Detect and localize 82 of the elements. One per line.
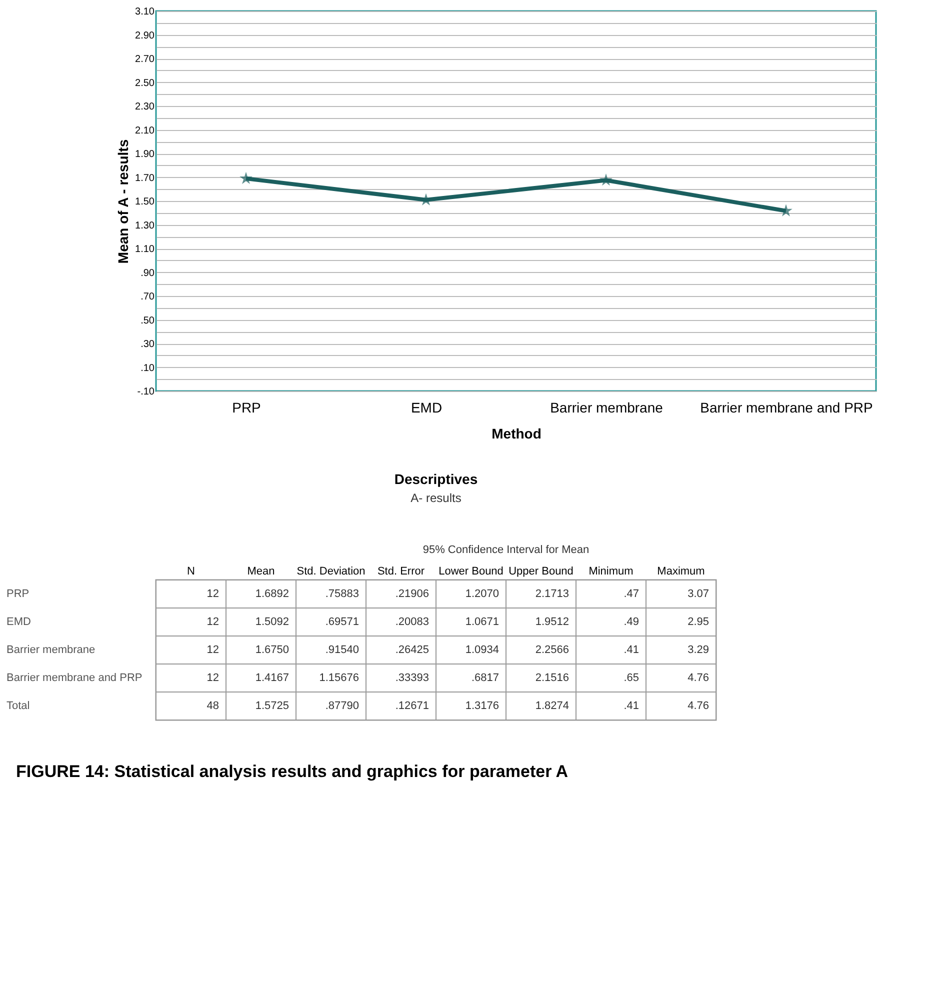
data-label: 48 bbox=[206, 700, 219, 712]
x-tick-label: EMD bbox=[410, 400, 442, 416]
y-tick-label: .70 bbox=[140, 292, 155, 302]
data-label: .47 bbox=[624, 588, 639, 600]
data-label: 1.0671 bbox=[465, 616, 499, 628]
data-label: 1.2070 bbox=[465, 588, 499, 600]
x-tick-label: Barrier membrane and PRP bbox=[700, 400, 873, 416]
data-label: 1.0934 bbox=[465, 644, 499, 656]
x-tick-label: N bbox=[187, 566, 196, 578]
y-tick-label: Barrier membrane and PRP bbox=[6, 672, 142, 684]
data-label: .20083 bbox=[395, 616, 429, 628]
data-label: .12671 bbox=[395, 700, 429, 712]
y-tick-label: 2.50 bbox=[135, 78, 155, 89]
y-tick-label: 2.70 bbox=[135, 54, 155, 65]
y-axis-title: Mean of A - results bbox=[115, 139, 132, 264]
x-tick-label: Upper Bound bbox=[508, 566, 574, 578]
y-tick-label: -.10 bbox=[137, 386, 155, 398]
data-label: 2.95 bbox=[688, 616, 709, 628]
y-tick-label: .50 bbox=[140, 315, 155, 326]
data-label: 1.5092 bbox=[255, 616, 289, 628]
data-label: 12 bbox=[206, 588, 219, 600]
y-tick-label: .90 bbox=[140, 268, 155, 279]
data-label: 1.4167 bbox=[255, 672, 289, 684]
data-label: 1.15676 bbox=[319, 672, 359, 684]
data-label: .69571 bbox=[325, 616, 359, 628]
y-tick-label: .10 bbox=[140, 362, 155, 374]
data-label: 4.76 bbox=[688, 700, 709, 712]
data-label: .75883 bbox=[325, 588, 359, 600]
data-label: .33393 bbox=[395, 672, 429, 684]
data-label: 3.07 bbox=[688, 588, 709, 600]
data-label: 1.6750 bbox=[255, 644, 289, 656]
data-label: 12 bbox=[206, 644, 219, 656]
caption: FIGURE 14: Statistical analysis results and graphics for parameter A bbox=[16, 762, 568, 781]
data-label: 4.76 bbox=[688, 672, 709, 684]
x-tick-label: Minimum bbox=[588, 566, 634, 578]
point bbox=[240, 172, 252, 184]
y-tick-label: 3.10 bbox=[135, 6, 155, 18]
data-label: 2.1516 bbox=[535, 672, 569, 684]
data-label: 1.3176 bbox=[465, 700, 499, 712]
data-label: 1.9512 bbox=[535, 616, 569, 628]
y-tick-label: 2.30 bbox=[135, 102, 155, 112]
x-tick-label: Barrier membrane bbox=[550, 400, 664, 416]
data-label: .41 bbox=[624, 644, 639, 656]
x-tick-label: Std. Error bbox=[377, 566, 425, 578]
y-tick-label: 1.50 bbox=[135, 196, 155, 208]
y-tick-label: 1.70 bbox=[135, 172, 155, 184]
y-tick-label: Barrier membrane bbox=[6, 644, 96, 656]
y-tick-label: 2.10 bbox=[135, 125, 155, 136]
chart-subtitle: A- results bbox=[410, 491, 462, 505]
chart-title: Descriptives bbox=[394, 471, 478, 487]
point bbox=[600, 174, 612, 186]
data-label: 1.5725 bbox=[255, 700, 289, 712]
y-tick-label: .30 bbox=[140, 339, 155, 350]
data-label: .91540 bbox=[325, 644, 359, 656]
data-label: 2.2566 bbox=[535, 644, 569, 656]
data-label: .87790 bbox=[325, 700, 359, 712]
data-label: .65 bbox=[624, 672, 639, 684]
x-tick-label: Mean bbox=[247, 566, 275, 578]
x-axis-title: Method bbox=[492, 426, 542, 442]
data-label: 1.6892 bbox=[255, 588, 289, 600]
x-tick-label: Std. Deviation bbox=[296, 566, 366, 578]
data-label: .49 bbox=[624, 616, 639, 628]
x-tick-label: PRP bbox=[232, 400, 261, 416]
y-tick-label: Total bbox=[6, 700, 30, 712]
y-tick-label: 1.30 bbox=[135, 220, 155, 232]
text: 95% Confidence Interval for Mean bbox=[422, 544, 590, 556]
data-label: .6817 bbox=[471, 672, 499, 684]
data-label: 12 bbox=[206, 672, 219, 684]
data-label: .26425 bbox=[395, 644, 429, 656]
y-tick-label: 1.90 bbox=[135, 149, 155, 160]
data-label: 2.1713 bbox=[535, 588, 569, 600]
y-tick-label: 2.90 bbox=[135, 30, 155, 42]
data-label: .21906 bbox=[395, 588, 429, 600]
y-tick-label: PRP bbox=[6, 588, 30, 600]
data-label: 12 bbox=[206, 616, 219, 628]
data-label: 3.29 bbox=[688, 644, 709, 656]
data-label: .41 bbox=[624, 700, 639, 712]
x-tick-label: Maximum bbox=[657, 566, 705, 578]
y-tick-label: EMD bbox=[6, 616, 31, 628]
data-label: 1.8274 bbox=[535, 700, 569, 712]
x-tick-label: Lower Bound bbox=[438, 566, 504, 578]
y-tick-label: 1.10 bbox=[135, 244, 155, 255]
